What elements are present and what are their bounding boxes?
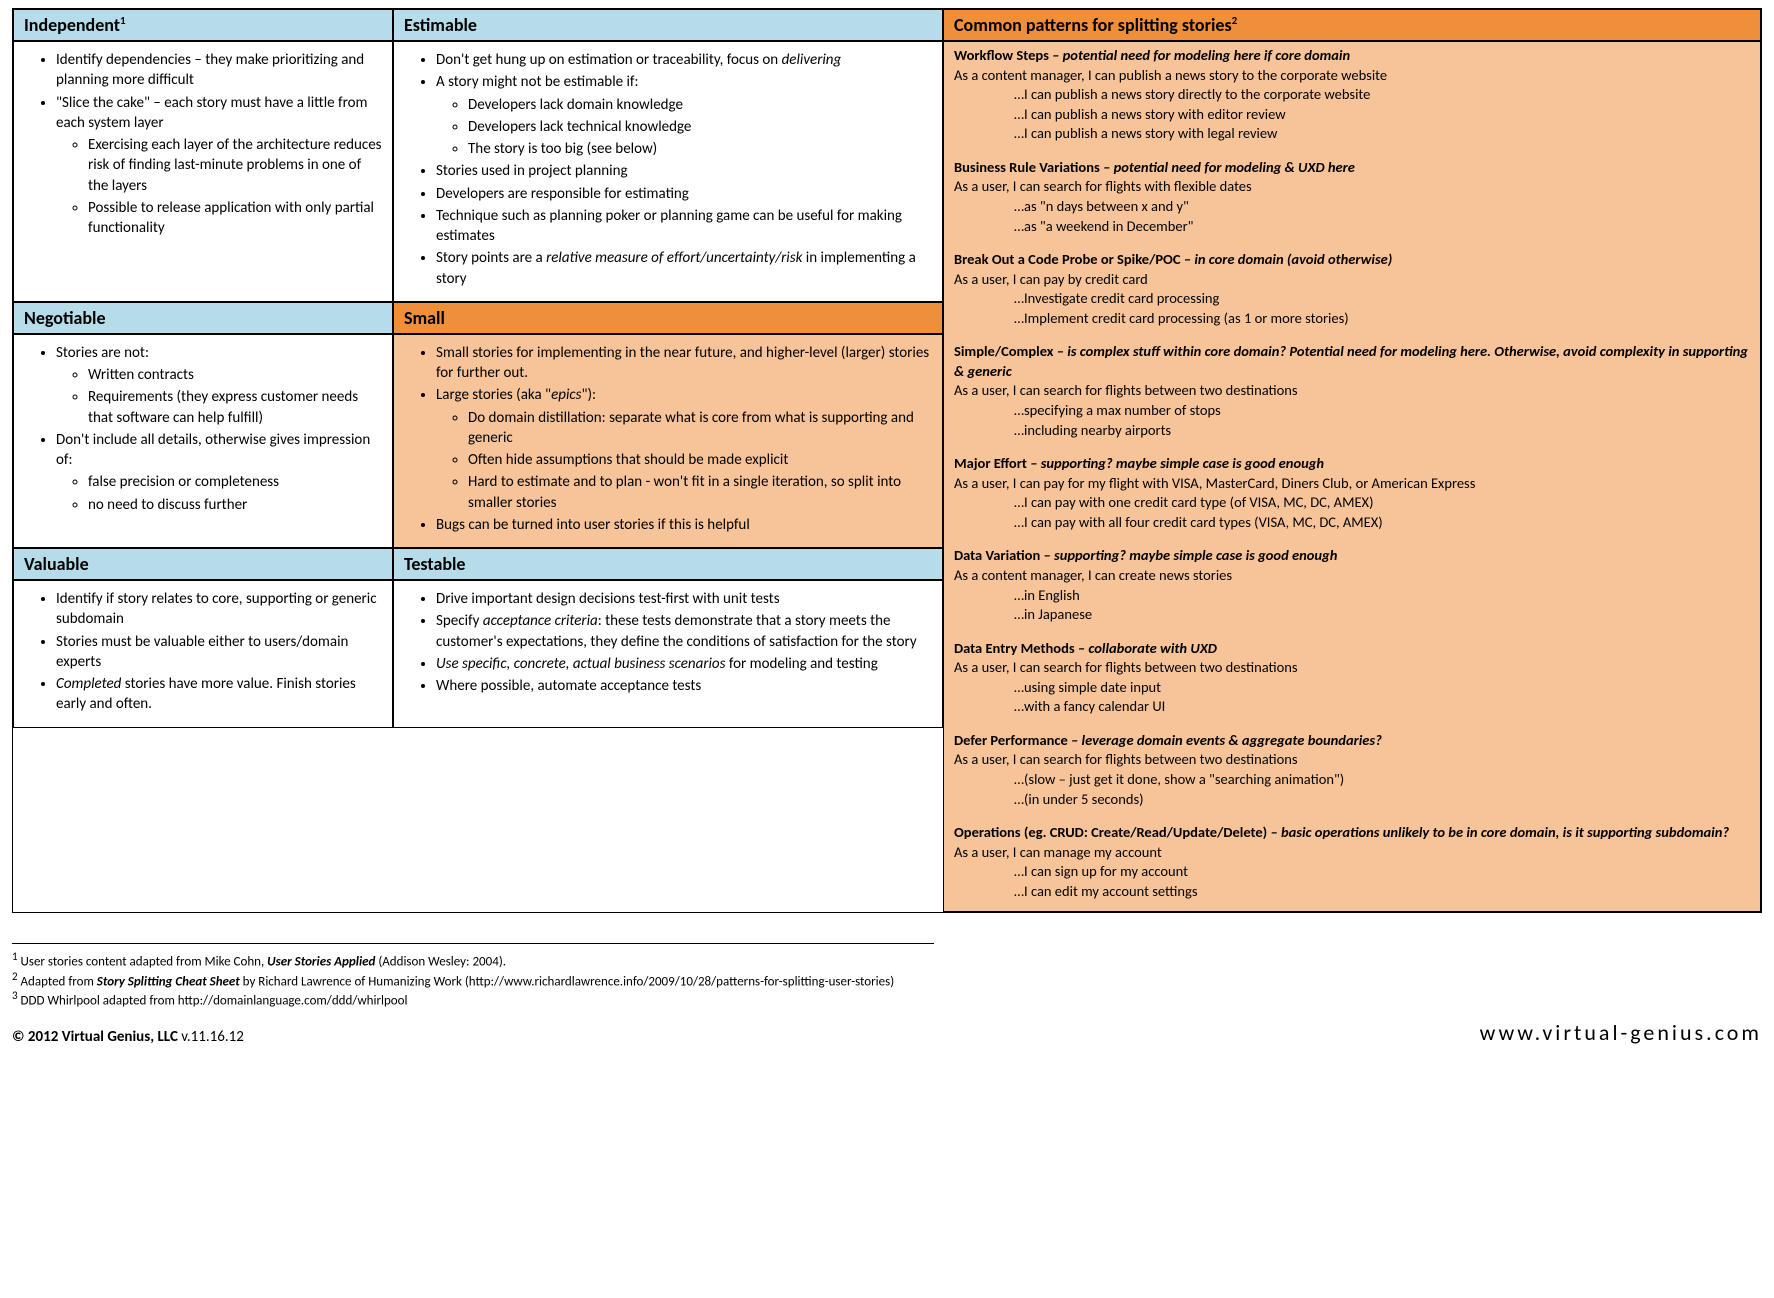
list-item: Identify dependencies – they make priori… <box>56 50 382 91</box>
header-estimable: Estimable <box>393 9 943 41</box>
list-item: Drive important design decisions test-fi… <box>436 589 932 609</box>
pattern-workflow: Workflow Steps – potential need for mode… <box>954 46 1750 144</box>
cell-independent: Identify dependencies – they make priori… <box>13 41 393 302</box>
list-item: false precision or completeness <box>88 472 382 492</box>
pattern-data-variation: Data Variation – supporting? maybe simpl… <box>954 546 1750 624</box>
list-item: Developers lack domain knowledge <box>468 95 932 115</box>
list-item: Bugs can be turned into user stories if … <box>436 515 932 535</box>
list-item: Specify acceptance criteria: these tests… <box>436 611 932 652</box>
pattern-business-rules: Business Rule Variations – potential nee… <box>954 158 1750 236</box>
list-item: Large stories (aka "epics"): Do domain d… <box>436 385 932 513</box>
header-independent: Independent1 <box>13 9 393 41</box>
list-item: The story is too big (see below) <box>468 139 932 159</box>
list-item: Identify if story relates to core, suppo… <box>56 589 382 630</box>
pattern-spike: Break Out a Code Probe or Spike/POC – in… <box>954 250 1750 328</box>
pattern-major-effort: Major Effort – supporting? maybe simple … <box>954 454 1750 532</box>
list-item: "Slice the cake" – each story must have … <box>56 93 382 239</box>
list-item: Developers are responsible for estimatin… <box>436 184 932 204</box>
footnotes: 1 User stories content adapted from Mike… <box>12 943 934 1008</box>
list-item: Where possible, automate acceptance test… <box>436 676 932 696</box>
list-item: Developers lack technical knowledge <box>468 117 932 137</box>
list-item: Exercising each layer of the architectur… <box>88 135 382 196</box>
list-item: Often hide assumptions that should be ma… <box>468 450 932 470</box>
header-small: Small <box>393 302 943 334</box>
header-negotiable: Negotiable <box>13 302 393 334</box>
list-item: Don't get hung up on estimation or trace… <box>436 50 932 70</box>
list-item: Written contracts <box>88 365 382 385</box>
list-item: Requirements (they express customer need… <box>88 387 382 428</box>
header-testable: Testable <box>393 548 943 580</box>
cell-testable: Drive important design decisions test-fi… <box>393 580 943 728</box>
list-item: Completed stories have more value. Finis… <box>56 674 382 715</box>
list-item: Stories must be valuable either to users… <box>56 632 382 673</box>
header-patterns: Common patterns for splitting stories2 <box>943 9 1761 41</box>
list-item: Story points are a relative measure of e… <box>436 248 932 289</box>
cell-valuable: Identify if story relates to core, suppo… <box>13 580 393 728</box>
footnote-1: 1 User stories content adapted from Mike… <box>12 950 894 969</box>
list-item: no need to discuss further <box>88 495 382 515</box>
list-item: Technique such as planning poker or plan… <box>436 206 932 247</box>
footer-url: www.virtual-genius.com <box>1480 1019 1762 1046</box>
list-item: Stories used in project planning <box>436 161 932 181</box>
footnote-2: 2 Adapted from Story Splitting Cheat She… <box>12 970 894 989</box>
list-item: Possible to release application with onl… <box>88 198 382 239</box>
copyright: © 2012 Virtual Genius, LLC v.11.16.12 <box>12 1028 244 1046</box>
pattern-defer-performance: Defer Performance – leverage domain even… <box>954 731 1750 809</box>
pattern-data-entry: Data Entry Methods – collaborate with UX… <box>954 639 1750 717</box>
list-item: Small stories for implementing in the ne… <box>436 343 932 384</box>
pattern-simple-complex: Simple/Complex – is complex stuff within… <box>954 342 1750 440</box>
list-item: A story might not be estimable if: Devel… <box>436 72 932 159</box>
list-item: Don't include all details, otherwise giv… <box>56 430 382 515</box>
cell-estimable: Don't get hung up on estimation or trace… <box>393 41 943 302</box>
footnote-3: 3 DDD Whirlpool adapted from http://doma… <box>12 989 894 1008</box>
invest-grid: Independent1 Estimable Common patterns f… <box>12 8 1762 913</box>
pattern-operations: Operations (eg. CRUD: Create/Read/Update… <box>954 823 1750 901</box>
header-valuable: Valuable <box>13 548 393 580</box>
list-item: Do domain distillation: separate what is… <box>468 408 932 449</box>
list-item: Hard to estimate and to plan - won't fit… <box>468 472 932 513</box>
cell-negotiable: Stories are not: Written contracts Requi… <box>13 334 393 548</box>
footer-row: © 2012 Virtual Genius, LLC v.11.16.12 ww… <box>12 1019 1762 1046</box>
cell-patterns: Workflow Steps – potential need for mode… <box>943 41 1761 912</box>
cell-small: Small stories for implementing in the ne… <box>393 334 943 548</box>
list-item: Stories are not: Written contracts Requi… <box>56 343 382 428</box>
list-item: Use specific, concrete, actual business … <box>436 654 932 674</box>
